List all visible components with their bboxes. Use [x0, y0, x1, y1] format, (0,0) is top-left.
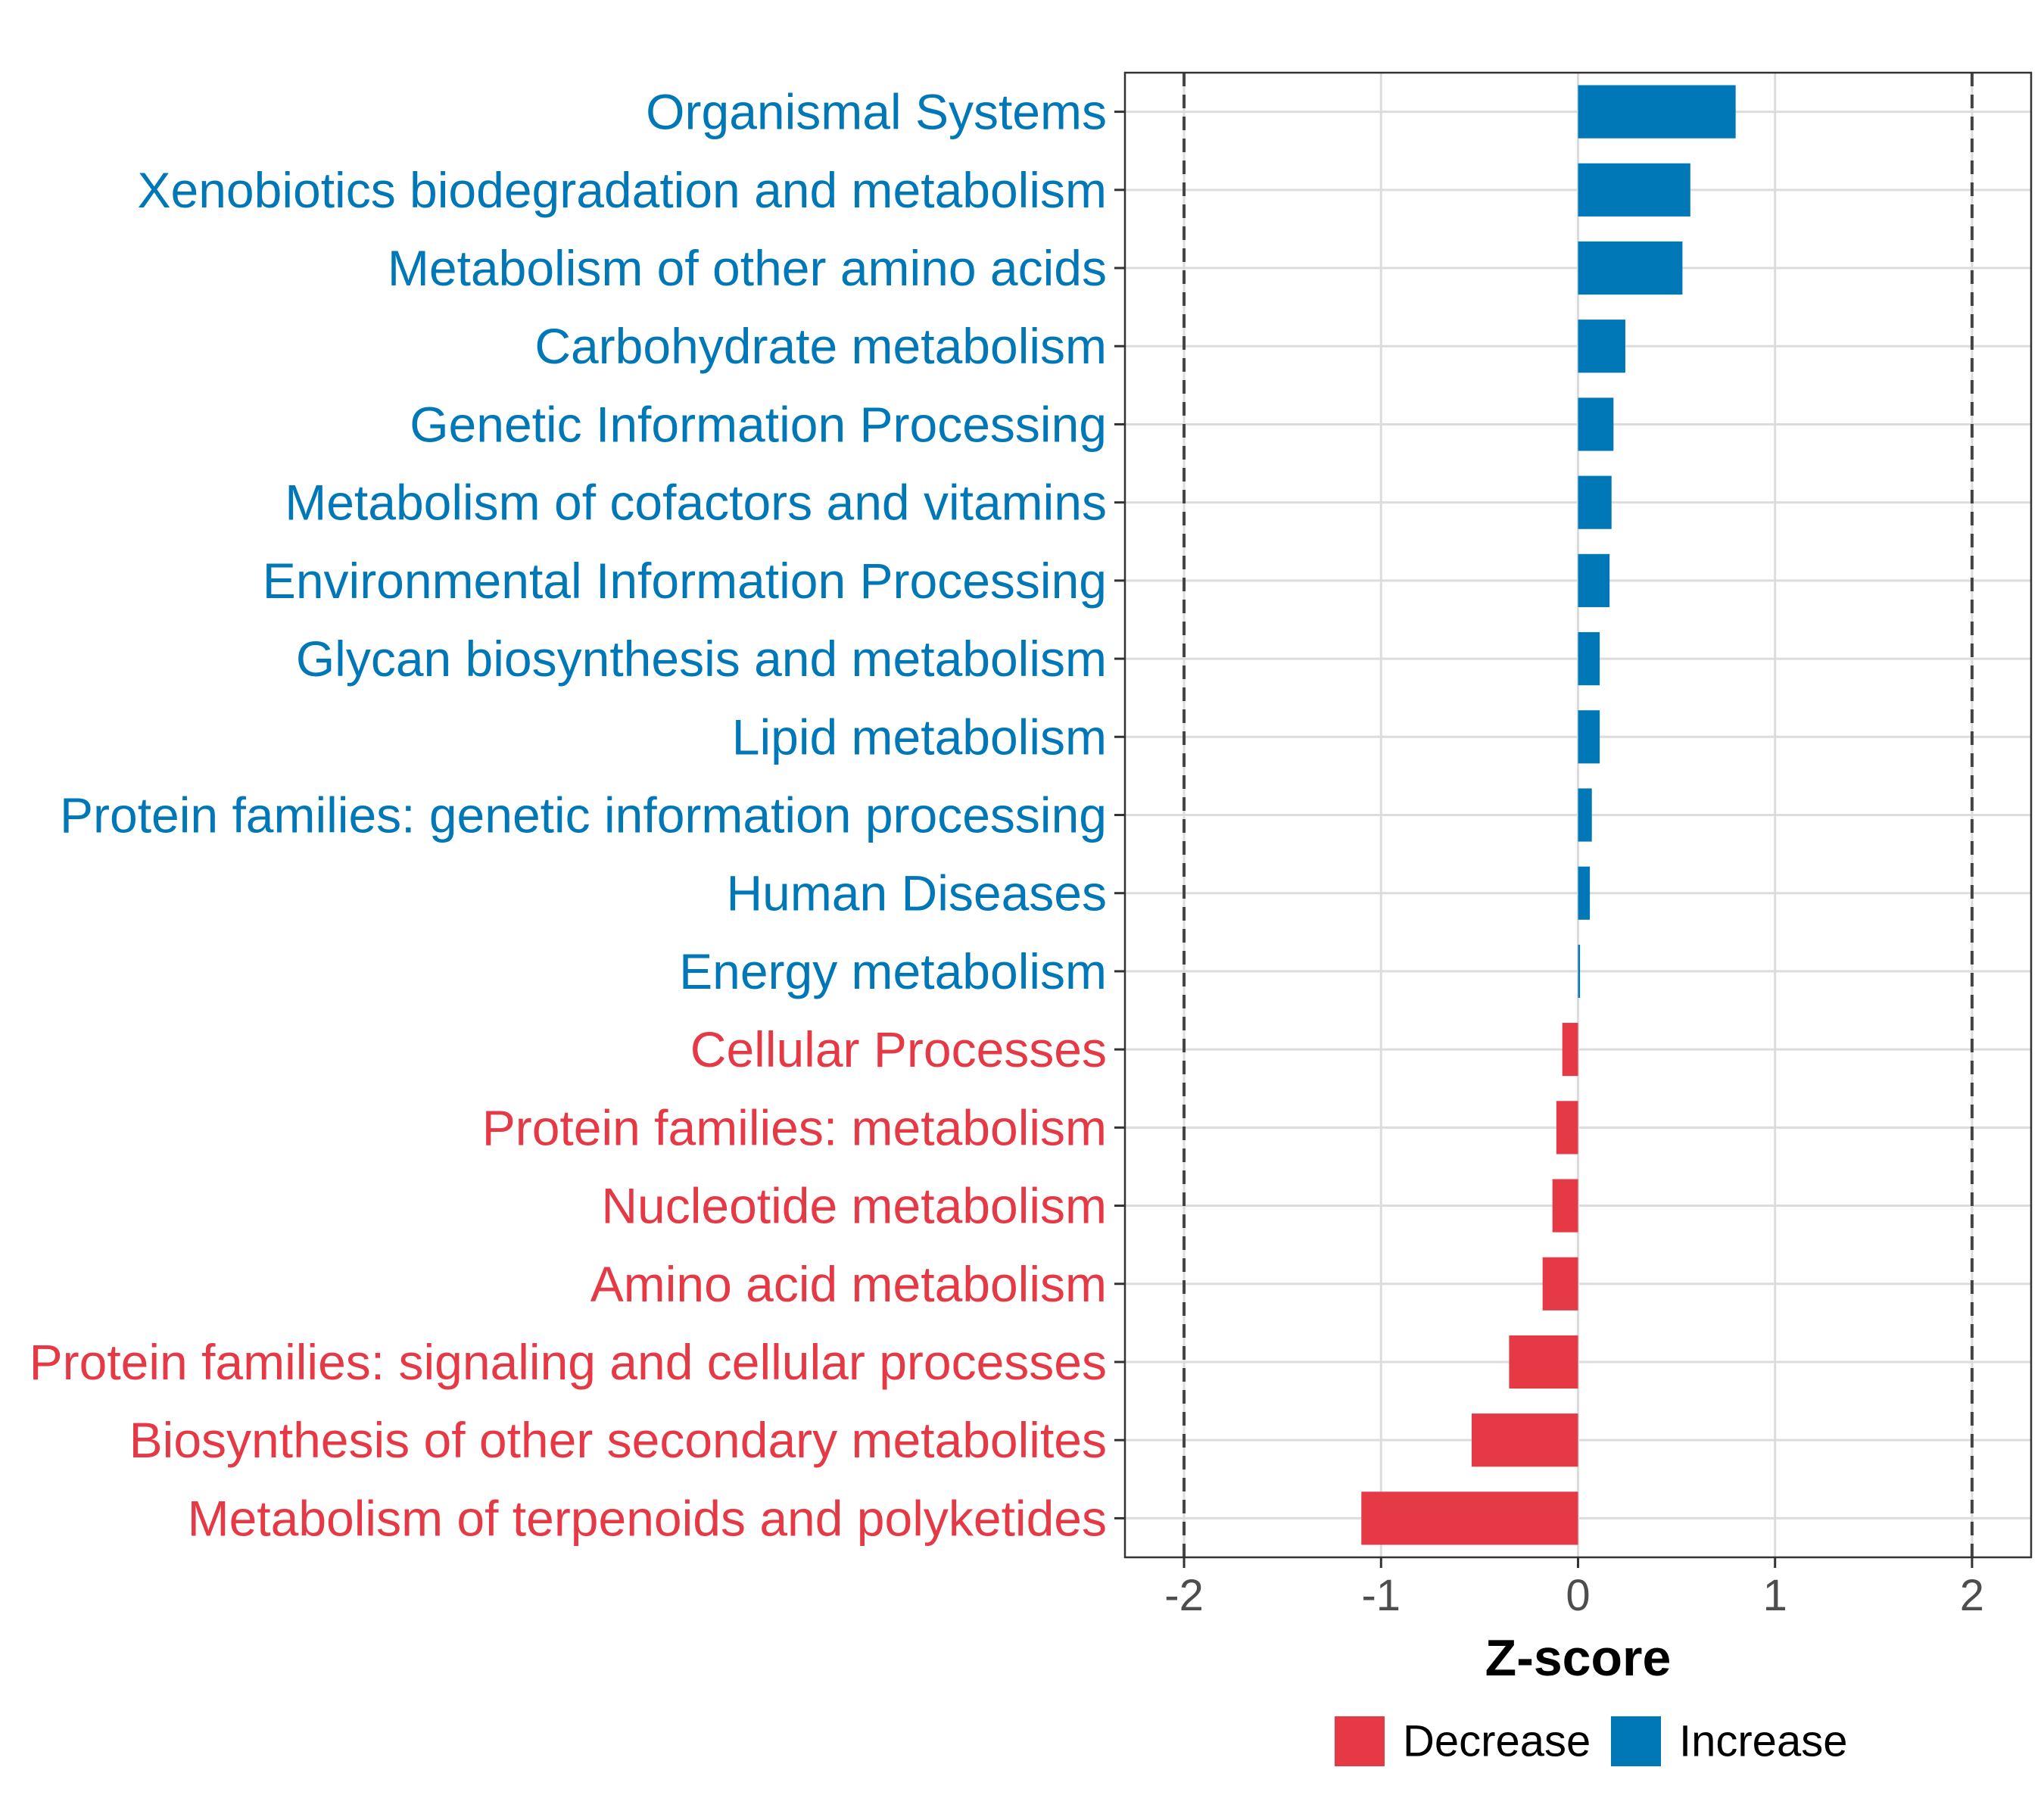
legend-key-increase: [1611, 1716, 1661, 1766]
bar-energy-metabolism: [1578, 944, 1581, 999]
category-label-metabolism-of-cofactors-and-vitamins: Metabolism of cofactors and vitamins: [285, 475, 1107, 531]
category-label-protein-families-genetic-information-processing: Protein families: genetic information pr…: [60, 787, 1107, 843]
bar-glycan-biosynthesis-and-metabolism: [1578, 631, 1600, 686]
y-axis-labels: Organismal Systems Xenobiotics biodegrada…: [30, 84, 1107, 1547]
bars: [1361, 85, 1736, 1545]
category-label-human-diseases: Human Diseases: [726, 865, 1107, 921]
category-label-xenobiotics-biodegradation-and-metabolism: Xenobiotics biodegradation and metabolis…: [138, 162, 1108, 218]
bar-carbohydrate-metabolism: [1578, 319, 1625, 373]
category-label-nucleotide-metabolism: Nucleotide metabolism: [601, 1178, 1107, 1234]
bar-nucleotide-metabolism: [1552, 1179, 1578, 1233]
category-label-protein-families-metabolism: Protein families: metabolism: [482, 1099, 1107, 1155]
bar-metabolism-of-terpenoids-and-polyketides: [1361, 1491, 1578, 1545]
x-tick-label: 2: [1960, 1571, 1984, 1620]
legend: Decrease Increase: [1335, 1716, 1847, 1766]
bar-organismal-systems: [1578, 85, 1736, 139]
category-label-carbohydrate-metabolism: Carbohydrate metabolism: [534, 318, 1107, 374]
x-tick-label: 1: [1763, 1571, 1787, 1620]
legend-label-increase: Increase: [1679, 1717, 1847, 1766]
x-tick-label: 0: [1566, 1571, 1590, 1620]
x-axis-ticks: -2 -1 0 1 2: [1164, 1557, 1984, 1620]
x-tick-label: -1: [1361, 1571, 1401, 1620]
reference-lines: [1182, 73, 1974, 1557]
x-axis-title: Z-score: [1485, 1629, 1672, 1687]
bar-cellular-processes: [1562, 1023, 1578, 1077]
legend-key-decrease: [1335, 1716, 1385, 1766]
bar-biosynthesis-of-other-secondary-metabolites: [1471, 1413, 1578, 1467]
category-label-protein-families-signaling-and-cellular-processes: Protein families: signaling and cellular…: [30, 1334, 1107, 1390]
category-label-amino-acid-metabolism: Amino acid metabolism: [590, 1256, 1107, 1312]
y-axis-ticks: [1114, 111, 1125, 1519]
bar-amino-acid-metabolism: [1542, 1257, 1578, 1311]
bar-protein-families-signaling-and-cellular-processes: [1509, 1335, 1578, 1389]
category-label-environmental-information-processing: Environmental Information Processing: [263, 553, 1107, 609]
category-label-cellular-processes: Cellular Processes: [690, 1021, 1107, 1077]
bar-xenobiotics-biodegradation-and-metabolism: [1578, 163, 1690, 217]
category-label-glycan-biosynthesis-and-metabolism: Glycan biosynthesis and metabolism: [296, 631, 1107, 687]
bar-human-diseases: [1578, 866, 1591, 920]
bar-lipid-metabolism: [1578, 710, 1600, 764]
category-label-metabolism-of-terpenoids-and-polyketides: Metabolism of terpenoids and polyketides: [188, 1490, 1107, 1546]
category-label-organismal-systems: Organismal Systems: [646, 84, 1107, 140]
legend-label-decrease: Decrease: [1403, 1717, 1591, 1766]
bar-metabolism-of-other-amino-acids: [1578, 241, 1683, 295]
bar-metabolism-of-cofactors-and-vitamins: [1578, 475, 1612, 529]
bar-protein-families-metabolism: [1556, 1101, 1578, 1155]
category-label-metabolism-of-other-amino-acids: Metabolism of other amino acids: [388, 240, 1107, 296]
category-label-genetic-information-processing: Genetic Information Processing: [410, 396, 1107, 452]
category-label-biosynthesis-of-other-secondary-metabolites: Biosynthesis of other secondary metaboli…: [129, 1412, 1107, 1468]
bar-environmental-information-processing: [1578, 553, 1610, 607]
category-label-energy-metabolism: Energy metabolism: [679, 943, 1107, 999]
bar-genetic-information-processing: [1578, 397, 1614, 451]
category-label-lipid-metabolism: Lipid metabolism: [732, 709, 1107, 765]
bar-protein-families-genetic-information-processing: [1578, 788, 1592, 842]
x-tick-label: -2: [1164, 1571, 1204, 1620]
